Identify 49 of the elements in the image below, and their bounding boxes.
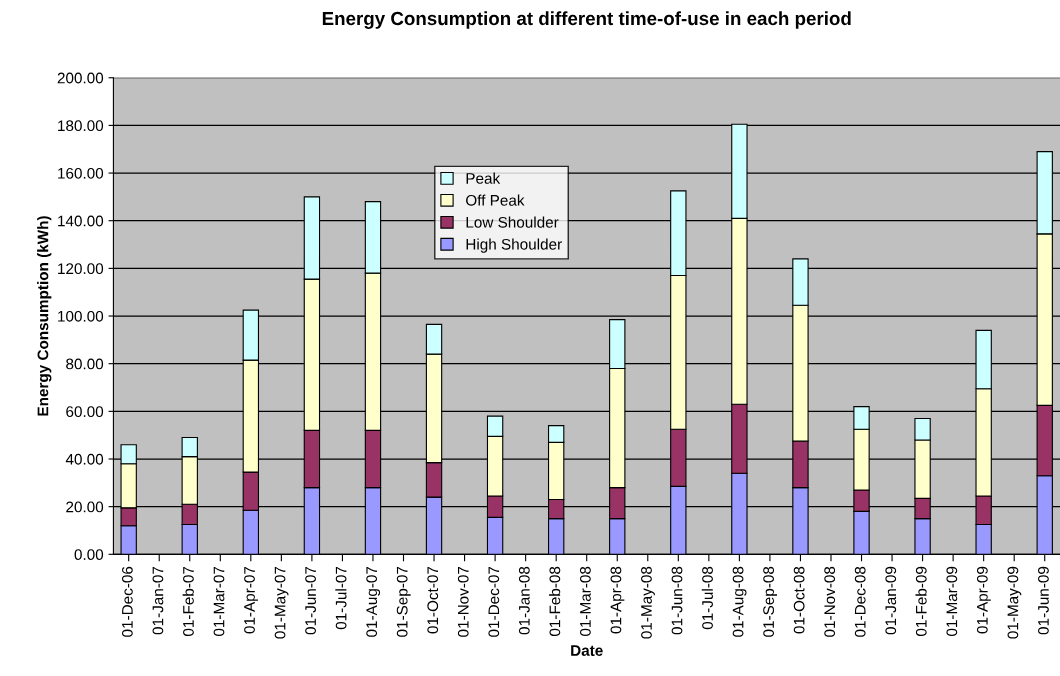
x-tick-label: 01-Jun-09	[1038, 566, 1049, 635]
x-tick-label: 01-Jun-07	[305, 566, 316, 635]
x-tick-label: 01-Oct-07	[427, 566, 439, 634]
y-tick-label: 100.00	[58, 310, 104, 322]
y-tick-label: 80.00	[66, 358, 104, 370]
y-tick-label: 200.00	[57, 72, 104, 84]
x-tick-label: 01-Aug-07	[366, 566, 381, 637]
legend-label: Low Shoulder	[466, 216, 559, 228]
x-tick-label: 01-Nov-07	[457, 566, 469, 637]
x-tick-label: 01-Jan-08	[518, 566, 530, 635]
y-tick-label: 40.00	[65, 453, 104, 465]
y-tick-label: 60.00	[66, 406, 104, 418]
y-tick-label: 160.00	[58, 167, 104, 179]
x-tick-label: 01-May-09	[1007, 566, 1022, 639]
x-tick-label: 01-Mar-08	[579, 566, 591, 636]
x-tick-label: 01-Apr-08	[610, 566, 625, 634]
legend-label: High Shoulder	[466, 238, 562, 253]
x-tick-label: 01-Feb-09	[915, 566, 927, 637]
x-tick-label: 01-Jun-08	[671, 566, 683, 635]
x-tick-label: 01-May-08	[641, 566, 655, 639]
x-tick-label: 01-Dec-08	[854, 566, 866, 637]
x-tick-label: 01-Mar-07	[213, 566, 225, 636]
y-tick-label: 0.00	[74, 549, 104, 561]
x-tick-label: 01-Dec-06	[121, 566, 133, 637]
x-tick-label: 01-Aug-08	[732, 566, 747, 637]
y-tick-label: 180.00	[58, 120, 104, 132]
x-tick-label: 01-Sep-07	[396, 566, 411, 637]
x-tick-label: 01-Nov-08	[824, 566, 836, 637]
x-axis-title: Date	[571, 645, 603, 656]
x-tick-label: 01-Sep-08	[763, 566, 778, 637]
y-tick-label: 120.00	[58, 263, 104, 275]
x-tick-label: 01-May-07	[274, 566, 289, 639]
x-tick-label: 01-Jul-07	[335, 566, 347, 630]
legend-label: Off Peak	[466, 194, 525, 206]
x-tick-label: 01-Mar-09	[946, 566, 958, 636]
x-tick-label: 01-Jan-09	[885, 566, 897, 635]
chart-title: Energy Consumption at different time-of-use in each period	[322, 11, 851, 29]
x-tick-label: 01-Apr-07	[244, 566, 258, 634]
y-tick-label: 140.00	[58, 215, 104, 227]
x-tick-label: 01-Jan-07	[152, 566, 164, 635]
x-tick-label: 01-Oct-08	[793, 566, 805, 634]
y-tick-label: 20.00	[66, 501, 104, 513]
x-tick-label: 01-Feb-08	[549, 566, 561, 637]
x-tick-label: 01-Jul-08	[701, 566, 713, 630]
y-axis-title: Energy Consumption (kWh)	[37, 216, 52, 416]
x-tick-label: 01-Apr-09	[976, 566, 991, 634]
legend-label: Peak	[466, 172, 501, 184]
x-tick-label: 01-Dec-07	[488, 566, 500, 637]
x-tick-label: 01-Feb-07	[182, 566, 194, 637]
